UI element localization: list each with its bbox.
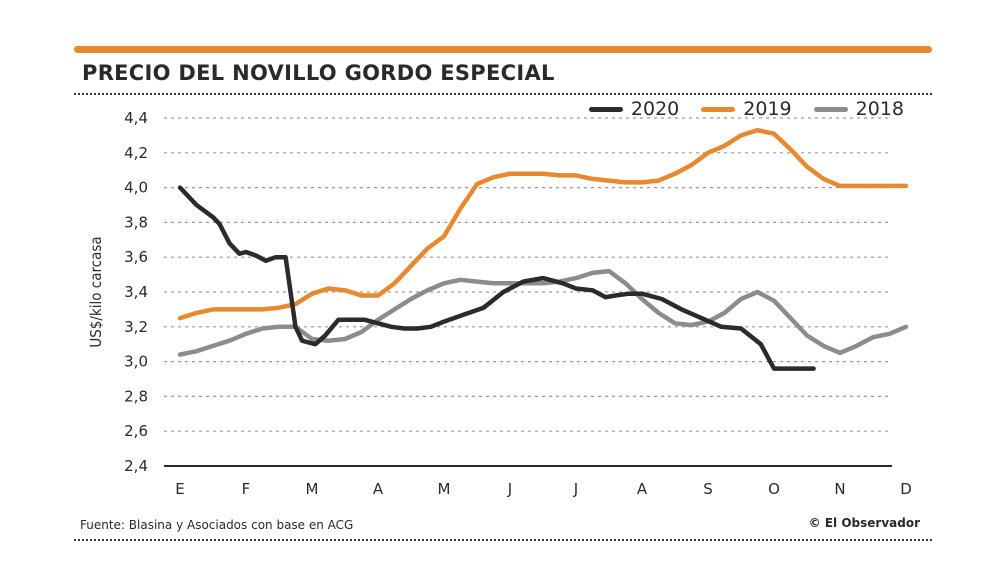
credit-note: © El Observador <box>808 516 920 530</box>
y-tick-label: 3,6 <box>124 248 148 266</box>
y-tick-label: 3,4 <box>124 283 148 301</box>
y-tick-label: 3,8 <box>124 213 148 231</box>
legend-swatch-2020 <box>588 106 623 112</box>
x-tick-label: J <box>573 480 578 498</box>
series-line-2019 <box>177 127 909 321</box>
x-tick-label: M <box>438 480 451 498</box>
y-axis-label: US$/kilo carcasa <box>87 236 105 347</box>
x-tick-label: D <box>900 480 912 498</box>
legend-item-2020: 2020 <box>588 98 680 120</box>
x-tick-label: N <box>834 480 845 498</box>
x-tick-label: F <box>242 480 251 498</box>
y-tick-label: 4,0 <box>124 179 148 197</box>
top-divider <box>74 93 932 95</box>
series-line-2020 <box>177 185 816 371</box>
legend: 2020 2019 2018 <box>588 98 904 120</box>
x-tick-label: M <box>306 480 319 498</box>
legend-swatch-2018 <box>813 106 848 112</box>
x-tick-label: J <box>507 480 512 498</box>
legend-item-2018: 2018 <box>813 98 904 120</box>
x-tick-label: A <box>637 480 648 498</box>
y-tick-label: 2,4 <box>124 457 148 475</box>
x-tick-label: O <box>768 480 780 498</box>
legend-label-2018: 2018 <box>855 98 904 120</box>
legend-label-2019: 2019 <box>743 98 792 120</box>
x-tick-label: E <box>175 480 184 498</box>
series-line-2018 <box>177 268 909 357</box>
source-note: Fuente: Blasina y Asociados con base en … <box>80 518 354 532</box>
x-tick-label: S <box>703 480 713 498</box>
chart-title: PRECIO DEL NOVILLO GORDO ESPECIAL <box>82 61 555 85</box>
series-layer <box>177 127 909 371</box>
accent-bar <box>74 46 932 53</box>
legend-swatch-2019 <box>701 106 736 112</box>
legend-item-2019: 2019 <box>701 98 792 120</box>
axis-layer: 2,4 2,6 2,8 3,0 3,2 3,4 3,6 3,8 4,0 4,2 4,4 E F M A M J J… <box>124 109 912 498</box>
y-tick-label: 3,2 <box>124 318 148 336</box>
bottom-divider <box>74 539 932 541</box>
y-tick-label: 2,6 <box>124 422 148 440</box>
y-tick-label: 4,2 <box>124 144 148 162</box>
y-tick-label: 2,8 <box>124 387 148 405</box>
legend-label-2020: 2020 <box>630 98 680 120</box>
y-tick-label: 3,0 <box>124 353 148 371</box>
y-tick-label: 4,4 <box>124 109 148 127</box>
x-tick-label: A <box>373 480 384 498</box>
grid-layer <box>164 117 892 467</box>
